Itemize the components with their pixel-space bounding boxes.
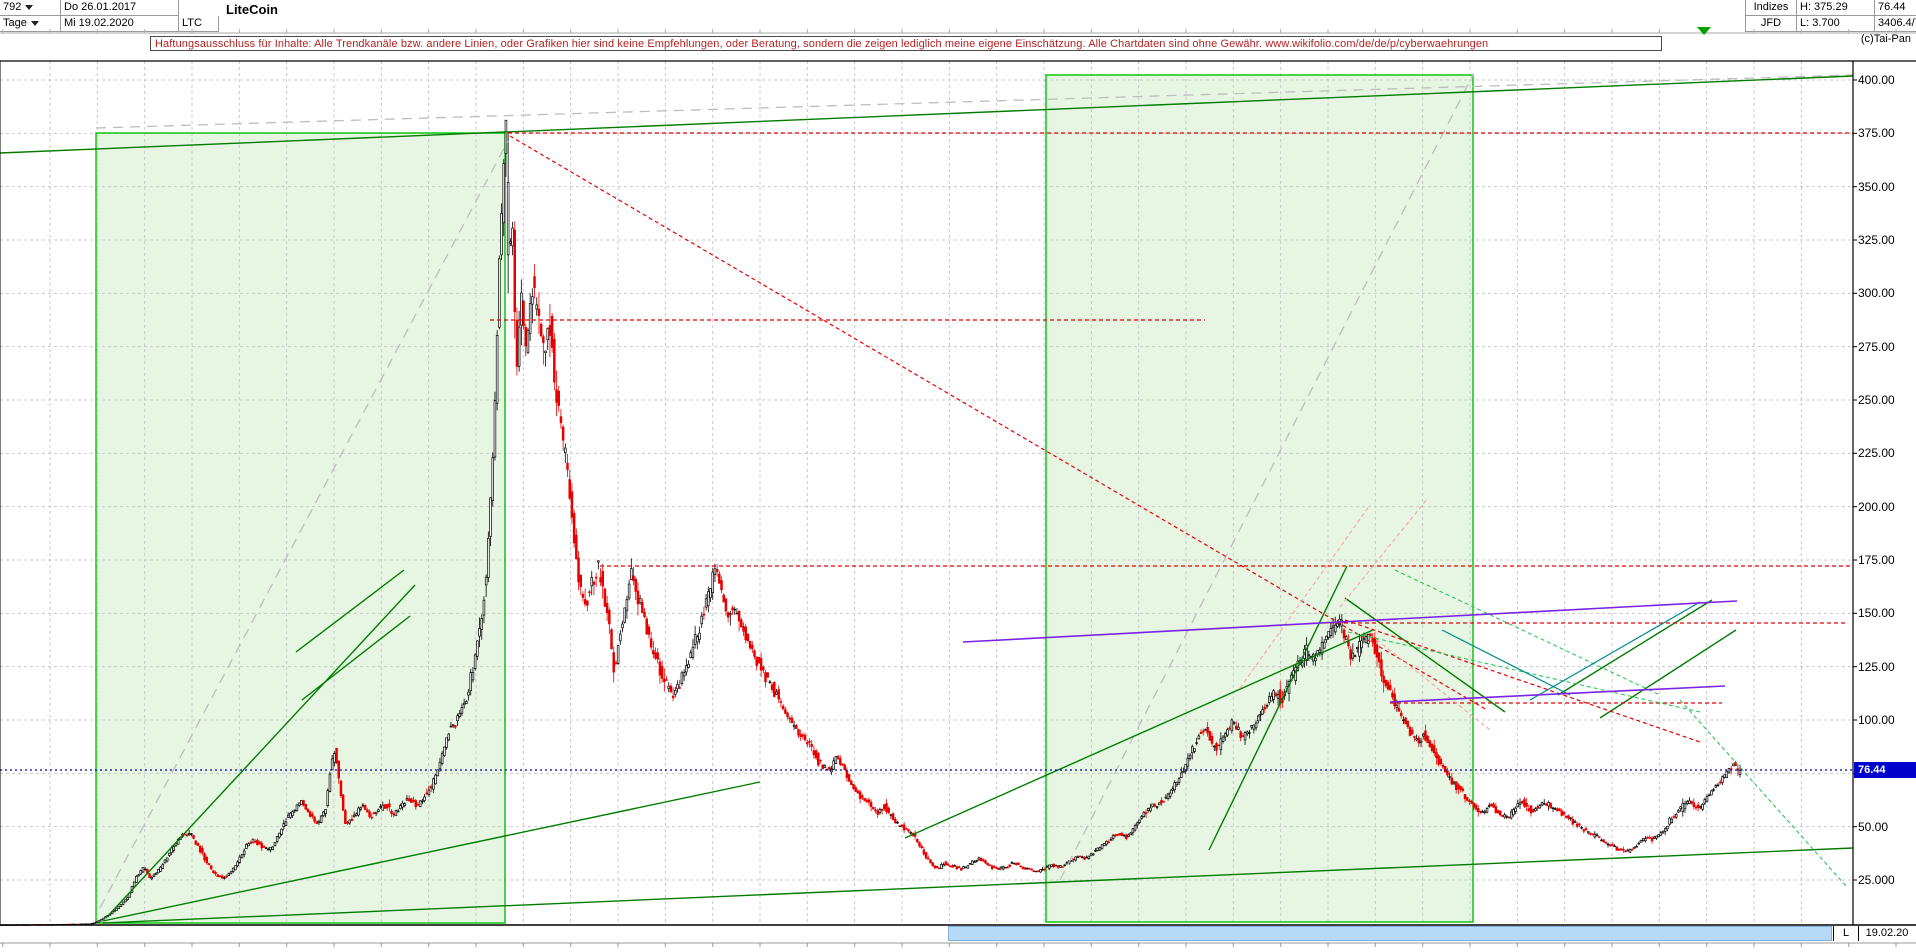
trend-box-2017	[96, 133, 505, 923]
price-label: 200.00	[1858, 499, 1895, 514]
price-label: 25.000	[1858, 873, 1895, 887]
current-price-marker: 76.44	[1854, 762, 1916, 778]
trendline-greendash[interactable]	[1679, 699, 1847, 887]
period-low-cell: L: 3.700	[1797, 16, 1875, 32]
period-value: Tage	[3, 17, 27, 29]
trendline-green[interactable]	[295, 569, 405, 653]
chart-header: 792 Do 26.01.2017 Tage Mi 19.02.2020 LTC…	[0, 0, 1916, 33]
trendline-gray[interactable]	[99, 140, 509, 909]
price-label: 325.00	[1858, 233, 1895, 247]
trendline-gray[interactable]	[1059, 74, 1474, 881]
price-label: 100.00	[1858, 713, 1895, 727]
price-label: 125.00	[1858, 659, 1895, 674]
price-label: 275.00	[1858, 339, 1895, 354]
chevron-down-icon	[30, 20, 39, 26]
trendline-green[interactable]	[1208, 565, 1348, 851]
price-label: 150.00	[1858, 606, 1895, 621]
trendline-green[interactable]	[1557, 599, 1713, 696]
first-date-cell: Do 26.01.2017	[61, 0, 179, 16]
trendline-gray[interactable]	[95, 74, 1854, 129]
trendline-green[interactable]	[105, 584, 416, 919]
period-high-cell: H: 375.29	[1797, 0, 1875, 16]
price-label: 300.00	[1858, 286, 1895, 301]
copyright-label: (c)Tai-Pan	[1860, 33, 1911, 45]
trendline-pink[interactable]	[1339, 497, 1429, 608]
time-axis: 03.1704.1705.1706.1707.1708.1709.1710.17…	[0, 926, 1916, 942]
last-date-label: 19.02.20	[1865, 927, 1909, 939]
provider-cell: JFD	[1745, 16, 1797, 32]
symbol-cell: LTC	[179, 16, 219, 32]
chevron-down-icon	[25, 4, 34, 10]
trendline-green[interactable]	[1599, 629, 1737, 719]
trendline-green[interactable]	[904, 629, 1374, 839]
price-label: 50.00	[1858, 819, 1889, 834]
trendline-green[interactable]	[301, 615, 411, 701]
price-label: 250.00	[1858, 393, 1895, 407]
trend-box-2019	[1046, 75, 1473, 922]
trendline-green[interactable]	[102, 847, 1854, 924]
index-group-cell: Indizes	[1745, 0, 1797, 16]
period-dropdown[interactable]: Tage	[0, 16, 61, 32]
bars-count-dropdown[interactable]: 792	[0, 0, 61, 16]
time-axis-highlight	[948, 926, 1832, 941]
trendline-purple[interactable]	[962, 600, 1738, 643]
instrument-title: LiteCoin	[226, 2, 278, 17]
last-label: L	[1833, 926, 1859, 941]
trendline-pink[interactable]	[1376, 639, 1491, 731]
trendline-pink[interactable]	[1239, 504, 1371, 689]
trendline-teal[interactable]	[1441, 629, 1571, 696]
trendline-green[interactable]	[102, 781, 761, 922]
price-label: 375.00	[1858, 126, 1895, 141]
trendline-green[interactable]	[1344, 597, 1506, 713]
trendline-purple[interactable]	[1389, 685, 1726, 703]
disclaimer-note[interactable]: Haftungsausschluss für Inhalte: Alle Tre…	[150, 36, 1662, 51]
last-price-cell: 76.44	[1875, 0, 1916, 16]
price-label: 350.00	[1858, 179, 1895, 194]
price-label: 400.00	[1858, 73, 1895, 87]
last-date-cell: Mi 19.02.2020	[61, 16, 179, 32]
trendline-green[interactable]	[0, 75, 1854, 154]
date-marker-icon	[1697, 27, 1711, 35]
bars-count-value: 792	[3, 1, 22, 13]
trendline-teal[interactable]	[1529, 601, 1701, 701]
price-label: 225.00	[1858, 446, 1895, 461]
price-label: 175.00	[1858, 553, 1895, 567]
